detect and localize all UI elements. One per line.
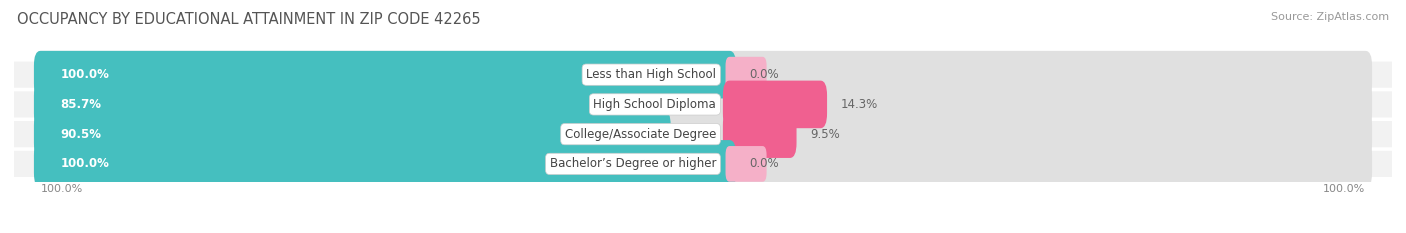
Text: College/Associate Degree: College/Associate Degree: [565, 128, 716, 141]
FancyBboxPatch shape: [34, 51, 737, 99]
FancyBboxPatch shape: [34, 51, 1372, 99]
FancyBboxPatch shape: [34, 81, 1372, 128]
FancyBboxPatch shape: [14, 91, 1392, 117]
Text: Less than High School: Less than High School: [586, 68, 716, 81]
FancyBboxPatch shape: [14, 121, 1392, 147]
Text: 9.5%: 9.5%: [810, 128, 839, 141]
Text: High School Diploma: High School Diploma: [593, 98, 716, 111]
Text: Source: ZipAtlas.com: Source: ZipAtlas.com: [1271, 12, 1389, 22]
FancyBboxPatch shape: [34, 140, 1372, 188]
Text: Bachelor’s Degree or higher: Bachelor’s Degree or higher: [550, 158, 716, 170]
FancyBboxPatch shape: [14, 62, 1392, 88]
Text: OCCUPANCY BY EDUCATIONAL ATTAINMENT IN ZIP CODE 42265: OCCUPANCY BY EDUCATIONAL ATTAINMENT IN Z…: [17, 12, 481, 27]
FancyBboxPatch shape: [34, 110, 671, 158]
Text: 100.0%: 100.0%: [1323, 184, 1365, 194]
Text: 100.0%: 100.0%: [60, 68, 110, 81]
FancyBboxPatch shape: [725, 57, 766, 93]
FancyBboxPatch shape: [723, 110, 797, 158]
FancyBboxPatch shape: [34, 110, 1372, 158]
Text: 100.0%: 100.0%: [41, 184, 83, 194]
FancyBboxPatch shape: [14, 151, 1392, 177]
FancyBboxPatch shape: [725, 146, 766, 182]
Legend: Owner-occupied, Renter-occupied: Owner-occupied, Renter-occupied: [576, 230, 830, 233]
Text: 14.3%: 14.3%: [841, 98, 877, 111]
Text: 85.7%: 85.7%: [60, 98, 101, 111]
FancyBboxPatch shape: [34, 140, 737, 188]
Text: 0.0%: 0.0%: [749, 68, 779, 81]
FancyBboxPatch shape: [723, 81, 827, 128]
FancyBboxPatch shape: [34, 81, 637, 128]
Text: 100.0%: 100.0%: [60, 158, 110, 170]
Text: 0.0%: 0.0%: [749, 158, 779, 170]
Text: 90.5%: 90.5%: [60, 128, 101, 141]
